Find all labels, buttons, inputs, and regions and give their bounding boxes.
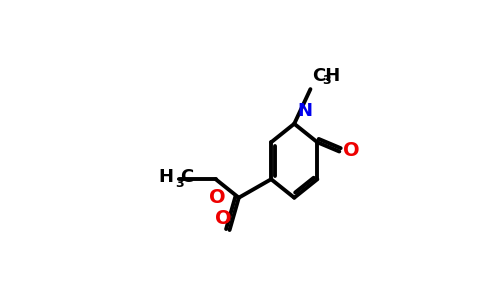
Text: O: O <box>215 209 232 228</box>
Text: O: O <box>344 141 360 160</box>
Text: 3: 3 <box>175 177 183 190</box>
Text: CH: CH <box>312 67 341 85</box>
Text: 3: 3 <box>322 74 331 87</box>
Text: N: N <box>297 102 312 120</box>
Text: H: H <box>158 168 173 186</box>
Text: O: O <box>209 188 225 208</box>
Text: C: C <box>180 168 193 186</box>
